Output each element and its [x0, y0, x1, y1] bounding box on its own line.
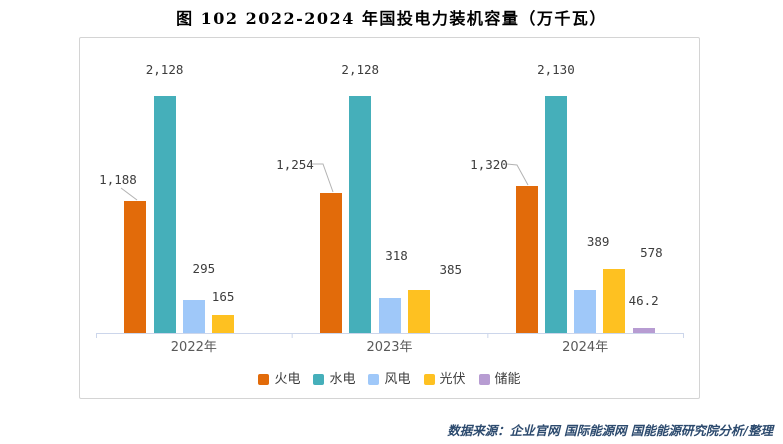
bar-火电-2023年	[320, 193, 342, 333]
legend: 火电 水电 风电 光伏 储能	[79, 371, 700, 387]
bar-水电-2022年	[153, 96, 176, 333]
legend-item-光伏: 光伏	[423, 371, 466, 387]
data-label-水电-2023年: 2,128	[341, 62, 380, 77]
legend-item-风电: 风电	[368, 371, 411, 387]
bar-光伏-2023年	[407, 290, 430, 333]
bar-风电-2024年	[574, 290, 597, 333]
data-label-光伏-2023年: 385	[439, 262, 463, 277]
data-label-风电-2023年: 318	[385, 248, 408, 263]
legend-label: 水电	[329, 371, 356, 387]
bar-水电-2024年	[544, 96, 567, 333]
legend-label: 储能	[494, 371, 521, 387]
legend-label: 风电	[384, 371, 411, 387]
bar-储能-2024年	[632, 328, 655, 333]
data-label-火电-2024年: 1,320	[470, 157, 508, 172]
bar-水电-2023年	[349, 96, 372, 333]
bar-火电-2024年	[515, 186, 538, 333]
legend-label: 光伏	[439, 371, 466, 387]
data-label-储能-2024年: 46.2	[628, 293, 659, 308]
chart-title: 图 102 2022-2024 年国投电力装机容量（万千瓦）	[176, 9, 607, 28]
data-label-火电-2023年: 1,254	[276, 157, 314, 172]
bar-火电-2022年	[124, 201, 147, 333]
data-label-水电-2022年: 2,128	[145, 62, 184, 77]
data-label-风电-2024年: 389	[586, 234, 610, 249]
data-label-火电-2022年: 1,188	[99, 172, 137, 187]
bar-风电-2022年	[182, 300, 205, 333]
data-source-note: 数据来源：企业官网 国际能源网 国能能源研究院分析/整理	[447, 423, 773, 438]
bar-光伏-2022年	[212, 315, 235, 333]
legend-swatch-icon	[423, 373, 435, 385]
category-label-2024年: 2024年	[562, 340, 609, 355]
chart-panel	[79, 37, 700, 399]
category-label-2022年: 2022年	[170, 340, 217, 355]
bar-风电-2023年	[378, 298, 401, 333]
legend-item-储能: 储能	[478, 371, 521, 387]
legend-item-水电: 水电	[313, 373, 355, 386]
data-label-光伏-2024年: 578	[640, 245, 663, 260]
bar-光伏-2024年	[603, 269, 626, 333]
data-label-水电-2024年: 2,130	[537, 62, 575, 77]
data-label-风电-2022年: 295	[192, 261, 216, 276]
legend-label: 火电	[274, 371, 301, 387]
legend-swatch-icon	[368, 373, 380, 385]
legend-item-火电: 火电	[258, 373, 300, 386]
category-label-2023年: 2023年	[366, 340, 413, 355]
legend-swatch-icon	[258, 373, 270, 385]
data-label-光伏-2022年: 165	[211, 289, 235, 304]
legend-swatch-icon	[478, 373, 490, 385]
legend-swatch-icon	[313, 373, 325, 385]
